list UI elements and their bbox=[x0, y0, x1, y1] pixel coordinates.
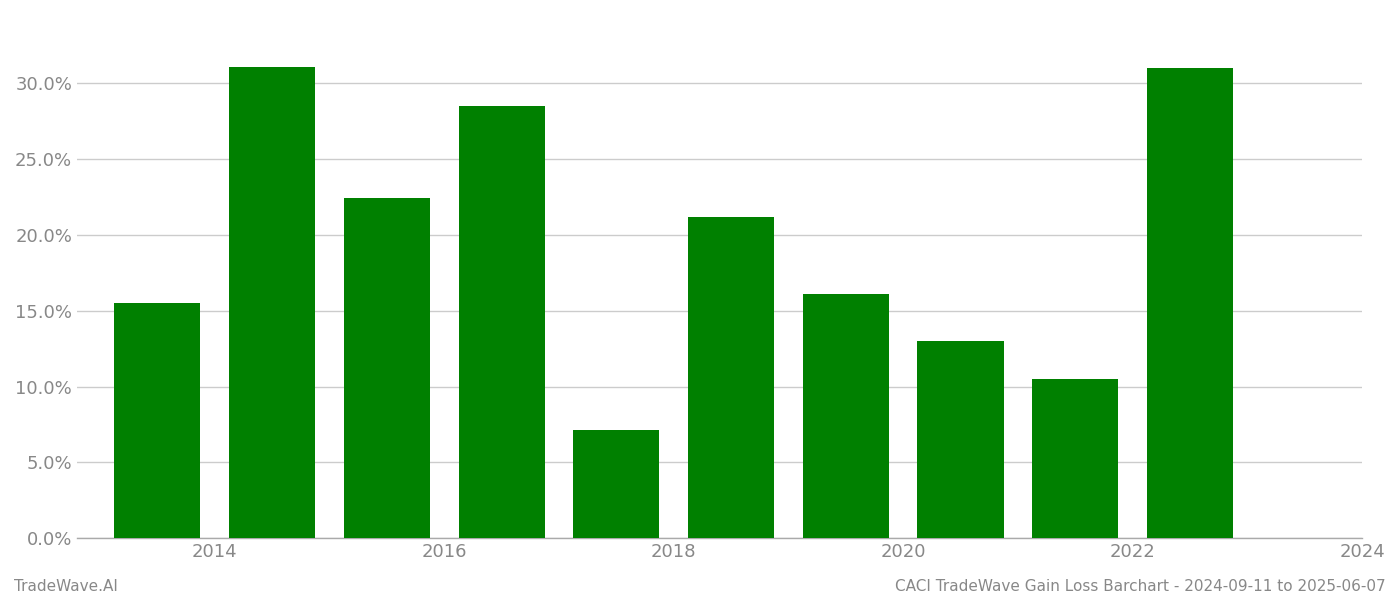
Bar bbox=[573, 430, 659, 538]
Bar bbox=[1147, 68, 1233, 538]
Bar bbox=[687, 217, 774, 538]
Bar bbox=[917, 341, 1004, 538]
Bar bbox=[115, 303, 200, 538]
Bar bbox=[802, 294, 889, 538]
Text: CACI TradeWave Gain Loss Barchart - 2024-09-11 to 2025-06-07: CACI TradeWave Gain Loss Barchart - 2024… bbox=[896, 579, 1386, 594]
Bar bbox=[1032, 379, 1119, 538]
Bar bbox=[344, 199, 430, 538]
Text: TradeWave.AI: TradeWave.AI bbox=[14, 579, 118, 594]
Bar bbox=[459, 106, 545, 538]
Bar bbox=[230, 67, 315, 538]
